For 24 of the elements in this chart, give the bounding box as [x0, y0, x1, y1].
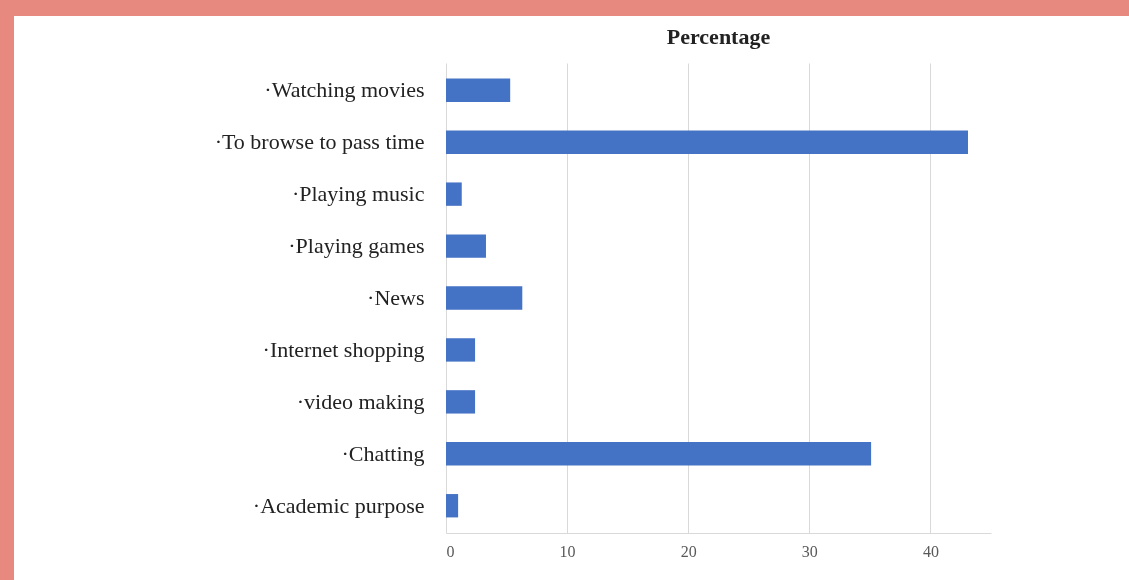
bar	[446, 390, 476, 414]
y-tick-label: ·News	[367, 285, 425, 310]
y-tick-label: ·Chatting	[341, 440, 425, 466]
x-tick-label: 10	[559, 542, 576, 560]
y-tick-label: ·Academic purpose	[252, 492, 425, 518]
y-tick-label: ·Playing music	[291, 181, 425, 207]
bar	[446, 286, 523, 310]
bar	[446, 234, 486, 258]
bar	[446, 442, 872, 466]
chart-title: Percentage	[666, 24, 771, 49]
x-tick-label: 0	[446, 542, 455, 560]
y-tick-label: ·Watching movies	[264, 77, 425, 103]
bar	[446, 78, 511, 102]
y-tick-label: ·To browse to pass time	[214, 129, 425, 155]
x-tick-label: 40	[922, 542, 939, 560]
x-tick-label: 20	[680, 542, 697, 560]
y-tick-label: ·Playing games	[288, 233, 425, 259]
y-tick-label: ·video making	[296, 388, 425, 414]
bar	[446, 182, 462, 206]
bar	[446, 494, 459, 518]
bar	[446, 338, 476, 362]
y-tick-label: ·Internet shopping	[262, 336, 425, 362]
bar	[446, 130, 968, 154]
x-tick-label: 30	[801, 542, 818, 560]
